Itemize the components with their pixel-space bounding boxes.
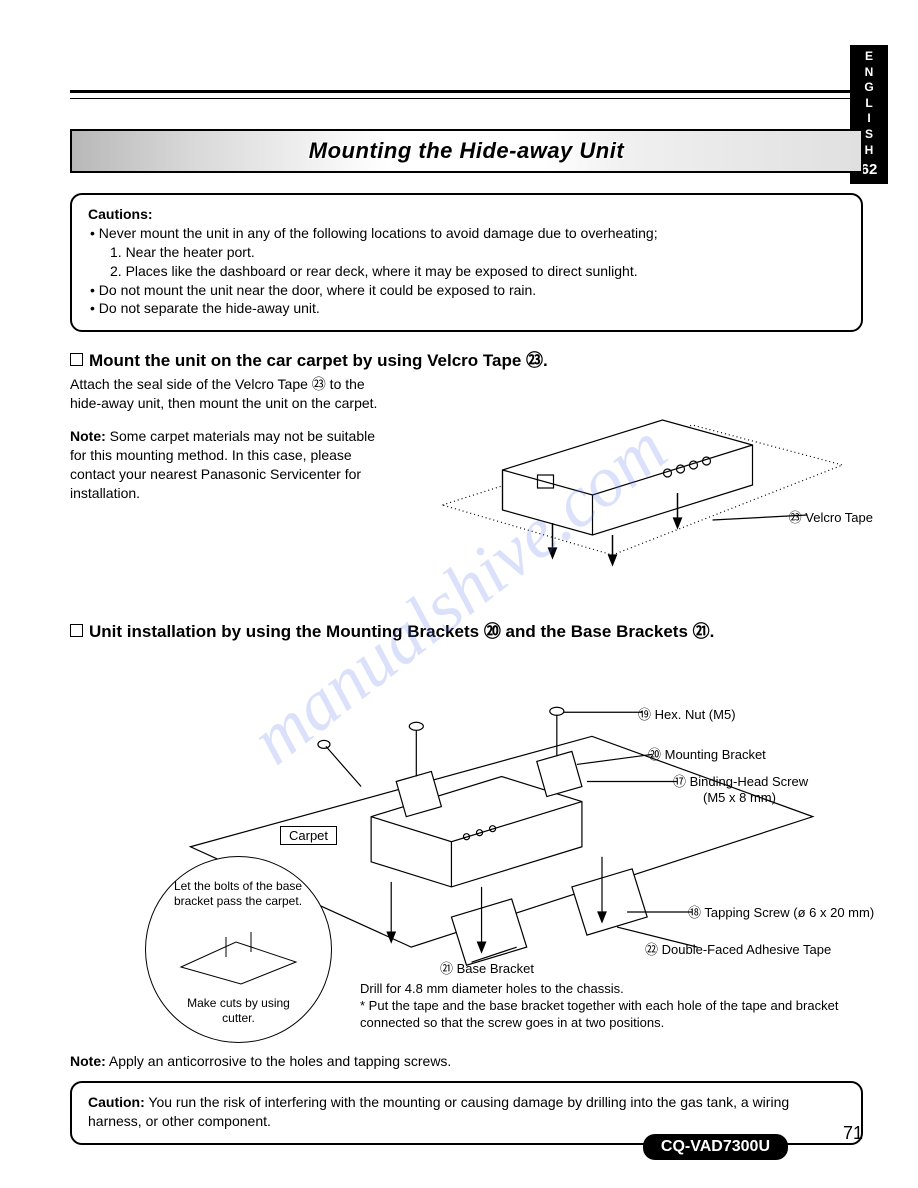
section1-heading: Mount the unit on the car carpet by usin… <box>70 346 863 371</box>
detail-circle: Let the bolts of the base bracket pass t… <box>145 856 332 1043</box>
detail-text-1: Let the bolts of the base bracket pass t… <box>168 879 308 909</box>
caution-line: 2. Places like the dashboard or rear dec… <box>110 262 845 281</box>
model-badge: CQ-VAD7300U <box>643 1134 788 1160</box>
checkbox-icon <box>70 353 83 366</box>
callout-tapping-screw: ⑱ Tapping Screw (ø 6 x 20 mm) <box>688 902 874 921</box>
callout-base-bracket: ㉑ Base Bracket <box>440 958 534 977</box>
page-number: 71 <box>843 1123 863 1144</box>
detail-text-2: Make cuts by using cutter. <box>181 996 296 1026</box>
manual-page: E N G L I S H 62 Mounting the Hide-away … <box>0 0 918 1188</box>
callout-hex-nut: ⑲ Hex. Nut (M5) <box>638 704 736 723</box>
callout-binding-head-screw: ⑰ Binding-Head Screw(M5 x 8 mm) <box>673 771 808 805</box>
header-rule <box>70 90 863 99</box>
section1-note: Note: Some carpet materials may not be s… <box>70 427 390 503</box>
caution-line: • Never mount the unit in any of the fol… <box>90 224 845 243</box>
callout-mounting-bracket: ⑳ Mounting Bracket <box>648 744 766 763</box>
figure-velcro-mount: ㉓ Velcro Tape <box>402 375 863 605</box>
caution-line: • Do not separate the hide-away unit. <box>90 299 845 318</box>
callout-adhesive-tape: ㉒ Double-Faced Adhesive Tape <box>645 939 831 958</box>
caution-line: • Do not mount the unit near the door, w… <box>90 281 845 300</box>
section1-body: Attach the seal side of the Velcro Tape … <box>70 375 863 605</box>
cautions-heading: Cautions: <box>88 205 845 224</box>
drill-note: Drill for 4.8 mm diameter holes to the c… <box>360 981 840 1032</box>
section1-para: Attach the seal side of the Velcro Tape … <box>70 375 390 413</box>
title-bar: Mounting the Hide-away Unit <box>70 129 863 173</box>
bottom-note: Note: Apply an anticorrosive to the hole… <box>70 1052 863 1071</box>
caution-line: 1. Near the heater port. <box>110 243 845 262</box>
cautions-box: Cautions: • Never mount the unit in any … <box>70 193 863 332</box>
callout-velcro: ㉓ Velcro Tape <box>789 507 873 526</box>
page-title: Mounting the Hide-away Unit <box>309 138 624 164</box>
section2-heading: Unit installation by using the Mounting … <box>70 617 863 642</box>
checkbox-icon <box>70 624 83 637</box>
figure-bracket-mount: ⑲ Hex. Nut (M5) ⑳ Mounting Bracket ⑰ Bin… <box>70 646 863 1026</box>
label-carpet: Carpet <box>280 826 337 845</box>
